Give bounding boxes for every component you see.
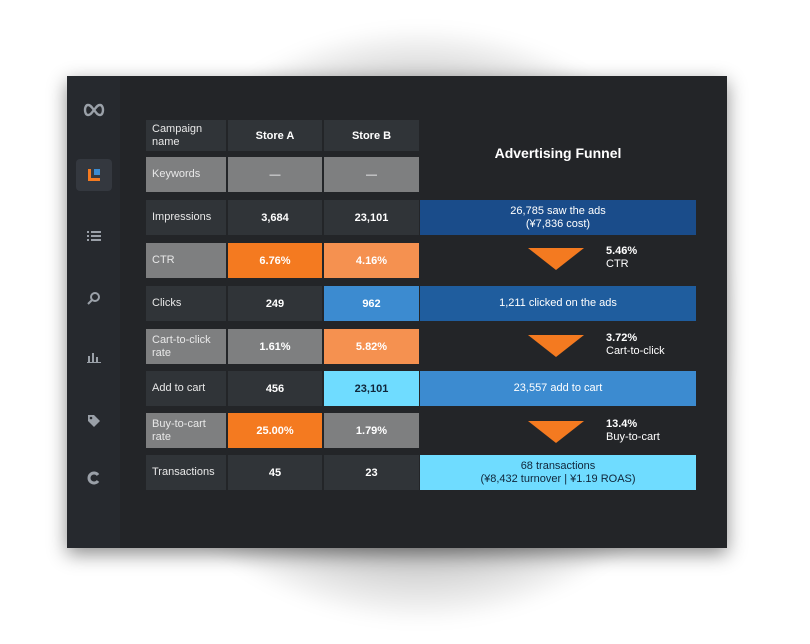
row-label-transactions: Transactions [146, 455, 226, 490]
refresh-icon[interactable] [76, 462, 112, 494]
clicks-store-a: 249 [228, 286, 322, 321]
row-label-ctr: CTR [146, 243, 226, 278]
funnel-stage-impressions: 26,785 saw the ads (¥7,836 cost) [420, 200, 696, 235]
funnel-rate-buy-to-cart: 13.4% Buy-to-cart [606, 418, 660, 444]
ctr-store-b: 4.16% [324, 243, 419, 278]
dashboard-icon[interactable] [76, 159, 112, 191]
row-label-clicks: Clicks [146, 286, 226, 321]
sidebar [67, 76, 120, 548]
funnel-arrow-cart-to-click [528, 335, 584, 357]
funnel-stage-clicks-line1: 1,211 clicked on the ads [499, 297, 617, 309]
transactions-store-a: 45 [228, 455, 322, 490]
add-to-cart-store-b: 23,101 [324, 371, 419, 406]
keywords-store-b: — [324, 157, 419, 192]
funnel-rate-cart-to-click-value: 3.72% [606, 332, 638, 344]
search-icon[interactable] [76, 282, 112, 314]
row-label-impressions: Impressions [146, 200, 226, 235]
funnel-stage-add-to-cart-line1: 23,557 add to cart [513, 382, 603, 394]
funnel-stage-transactions: 68 transactions (¥8,432 turnover | ¥1.19… [420, 455, 696, 490]
funnel-stage-add-to-cart: 23,557 add to cart [420, 371, 696, 406]
impressions-store-b: 23,101 [324, 200, 419, 235]
funnel-arrow-ctr [528, 248, 584, 270]
cart-to-click-store-b: 5.82% [324, 329, 419, 364]
cart-to-click-store-a: 1.61% [228, 329, 322, 364]
keywords-store-a: — [228, 157, 322, 192]
transactions-store-b: 23 [324, 455, 419, 490]
add-to-cart-store-a: 456 [228, 371, 322, 406]
row-label-cart-to-click-rate: Cart-to-click rate [146, 329, 226, 364]
row-label-keywords: Keywords [146, 157, 226, 192]
funnel-rate-ctr-value: 5.46% [606, 245, 638, 257]
tag-icon[interactable] [76, 405, 112, 437]
funnel-stage-transactions-line1: 68 transactions [520, 459, 596, 472]
funnel-stage-impressions-line2: (¥7,836 cost) [525, 217, 591, 230]
ctr-store-a: 6.76% [228, 243, 322, 278]
buy-to-cart-store-a: 25.00% [228, 413, 322, 448]
funnel-rate-ctr: 5.46% CTR [606, 245, 637, 271]
infinity-logo-icon[interactable] [76, 94, 112, 126]
row-label-add-to-cart: Add to cart [146, 371, 226, 406]
impressions-store-a: 3,684 [228, 200, 322, 235]
list-icon[interactable] [76, 220, 112, 252]
funnel-stage-transactions-line2: (¥8,432 turnover | ¥1.19 ROAS) [480, 472, 636, 485]
header-campaign-name: Campaign name [146, 120, 226, 151]
funnel-arrow-buy-to-cart [528, 421, 584, 443]
funnel-stage-clicks: 1,211 clicked on the ads [420, 286, 696, 321]
buy-to-cart-store-b: 1.79% [324, 413, 419, 448]
header-store-a: Store A [228, 120, 322, 151]
funnel-rate-buy-to-cart-value: 13.4% [606, 418, 638, 430]
funnel-rate-ctr-name: CTR [606, 258, 629, 270]
funnel-title: Advertising Funnel [494, 145, 622, 161]
row-label-buy-to-cart-rate: Buy-to-cart rate [146, 413, 226, 448]
funnel-stage-impressions-line1: 26,785 saw the ads [510, 204, 606, 217]
bar-chart-icon[interactable] [76, 341, 112, 373]
funnel-rate-cart-to-click: 3.72% Cart-to-click [606, 332, 665, 358]
funnel-rate-buy-to-cart-name: Buy-to-cart [606, 431, 660, 443]
header-store-b: Store B [324, 120, 419, 151]
clicks-store-b: 962 [324, 286, 419, 321]
funnel-rate-cart-to-click-name: Cart-to-click [606, 345, 665, 357]
